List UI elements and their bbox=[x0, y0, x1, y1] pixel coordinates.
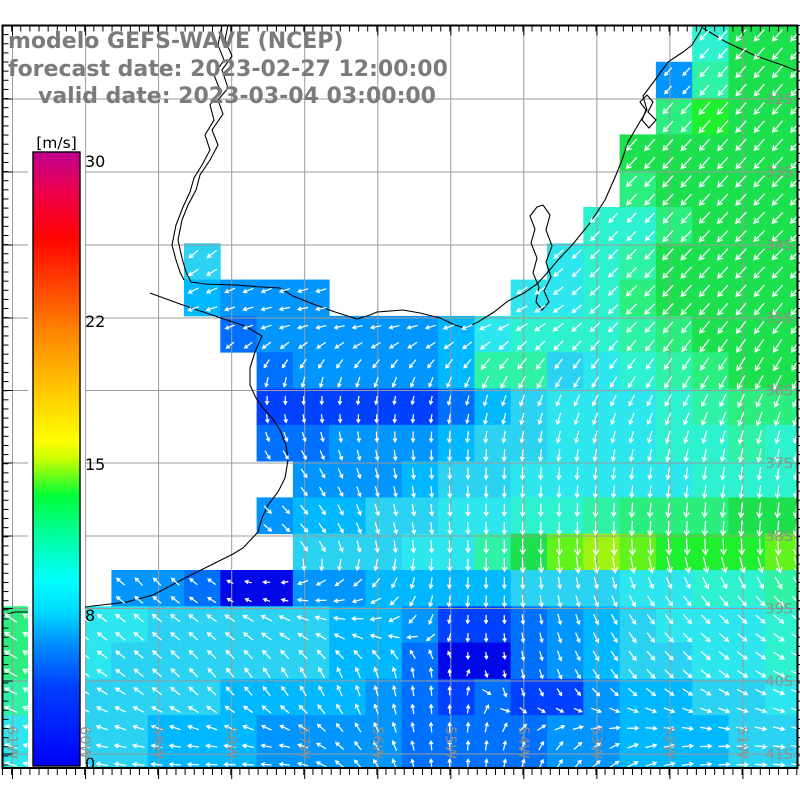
lon-label: 52W bbox=[661, 726, 677, 759]
colorbar-tick-label: 30 bbox=[85, 152, 105, 171]
lon-label: 55W bbox=[442, 726, 458, 759]
lagoa-mirim bbox=[529, 204, 553, 311]
lat-label: 38S bbox=[765, 529, 793, 545]
lat-label: 40S bbox=[765, 674, 793, 690]
lon-label: 58W bbox=[223, 726, 239, 759]
lon-label: 59W bbox=[150, 726, 166, 759]
colorbar-tick-label: 0 bbox=[85, 754, 95, 773]
argentina-coast bbox=[2, 292, 289, 616]
colorbar-tick-label: 15 bbox=[85, 455, 105, 474]
map-frame bbox=[1, 24, 799, 769]
lat-label: 36S bbox=[765, 384, 793, 400]
colorbar-tick-label: 8 bbox=[85, 606, 95, 625]
lat-label: 34S bbox=[765, 238, 793, 254]
lon-label: 57W bbox=[296, 726, 312, 759]
lon-label: 60W bbox=[77, 726, 93, 759]
lat-label: 32S bbox=[765, 92, 793, 108]
colorbar-tick-label: 22 bbox=[85, 312, 105, 331]
colorbar-gradient bbox=[32, 151, 81, 767]
lon-label: 61W bbox=[4, 726, 20, 759]
wind-arrows bbox=[3, 29, 798, 768]
lat-label: 35S bbox=[765, 311, 793, 327]
uruguay-coast bbox=[177, 25, 704, 329]
lat-label: 39S bbox=[765, 602, 793, 618]
brazil-barrier-spit bbox=[702, 27, 798, 72]
lon-label: 54W bbox=[515, 726, 531, 759]
lat-label: 33S bbox=[765, 165, 793, 181]
lat-label: 37S bbox=[765, 456, 793, 472]
lat-label: 41S bbox=[765, 747, 793, 763]
lagoa-patos-inlet bbox=[639, 94, 657, 129]
river-west-bank bbox=[171, 25, 225, 281]
colorbar-unit-label: [m/s] bbox=[36, 134, 77, 152]
lon-label: 53W bbox=[588, 726, 604, 759]
lon-label: 51W bbox=[734, 726, 750, 759]
lon-label: 56W bbox=[369, 726, 385, 759]
